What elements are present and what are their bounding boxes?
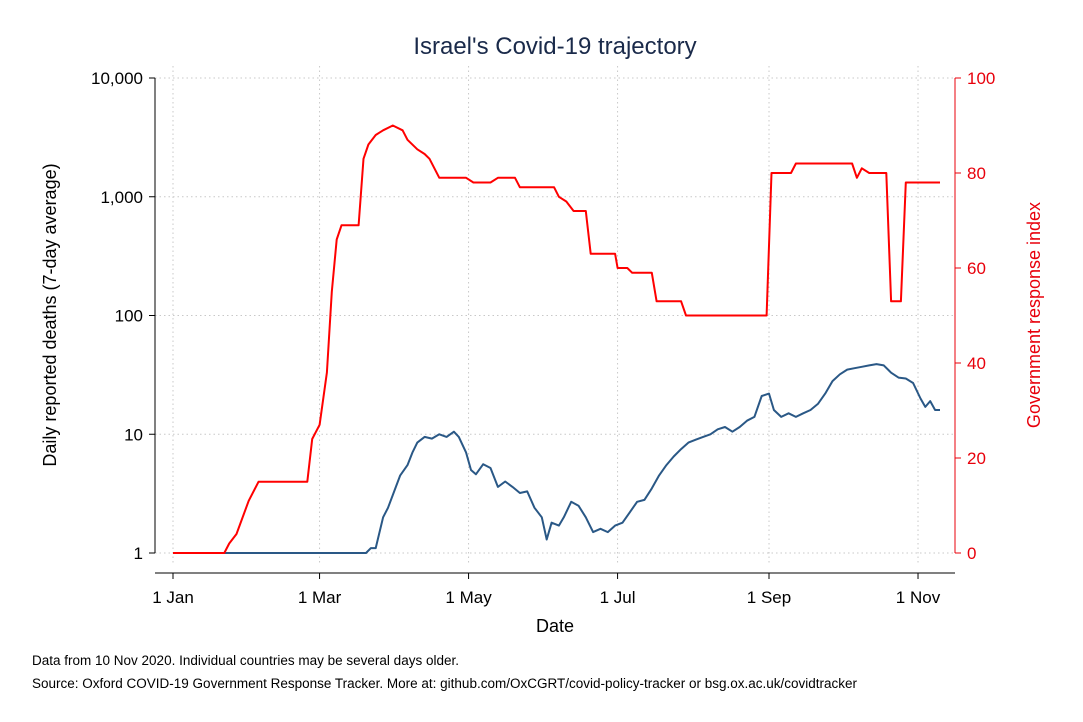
x-tick-label: 1 May xyxy=(445,588,492,607)
y-axis-label-left: Daily reported deaths (7-day average) xyxy=(40,163,60,466)
y-right-tick-label: 20 xyxy=(967,449,986,468)
y-right-tick-label: 80 xyxy=(967,164,986,183)
y-left-tick-label: 10 xyxy=(124,425,143,444)
y-left-tick-label: 1 xyxy=(134,544,143,563)
y-axis-label-right: Government response index xyxy=(1024,202,1044,428)
series-line-response-index xyxy=(173,124,940,554)
x-tick-label: 1 Mar xyxy=(298,588,342,607)
y-left-tick-label: 10,000 xyxy=(91,69,143,88)
axes: 1 10 100 1,000 10,000 0 20 40 60 80 100 1 Jan 1 Mar 1… xyxy=(91,69,995,607)
y-right-tick-label: 60 xyxy=(967,259,986,278)
x-axis-label: Date xyxy=(536,616,574,636)
source-note: Source: Oxford COVID-19 Government Respo… xyxy=(32,676,858,691)
series-layer xyxy=(173,124,940,554)
x-tick-label: 1 Sep xyxy=(747,588,791,607)
y-right-tick-label: 100 xyxy=(967,69,995,88)
x-tick-label: 1 Jan xyxy=(152,588,194,607)
x-tick-label: 1 Nov xyxy=(896,588,941,607)
x-tick-label: 1 Jul xyxy=(600,588,636,607)
y-right-tick-label: 0 xyxy=(967,544,976,563)
series-line-deaths xyxy=(173,363,940,554)
gridlines xyxy=(155,66,955,565)
chart-canvas: Israel's Covid-19 trajectory 1 10 100 1,000… xyxy=(40,33,1044,636)
chart-title: Israel's Covid-19 trajectory xyxy=(413,33,696,60)
y-left-tick-label: 1,000 xyxy=(100,188,143,207)
data-date-note: Data from 10 Nov 2020. Individual countr… xyxy=(32,653,459,668)
y-left-tick-label: 100 xyxy=(115,307,143,326)
y-right-tick-label: 40 xyxy=(967,354,986,373)
